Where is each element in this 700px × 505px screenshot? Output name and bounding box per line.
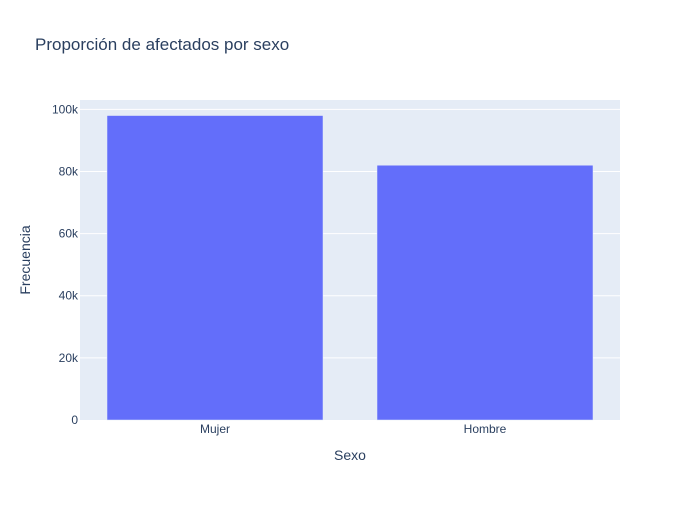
x-tick-label: Mujer bbox=[200, 422, 230, 436]
y-tick-label: 20k bbox=[59, 351, 79, 365]
y-tick-label: 60k bbox=[59, 227, 79, 241]
bar-mujer[interactable] bbox=[107, 116, 323, 420]
x-axis-title: Sexo bbox=[334, 447, 366, 463]
y-axis-ticks: 0 20k 40k 60k 80k 100k bbox=[52, 102, 79, 427]
y-axis-title: Frecuencia bbox=[17, 225, 33, 294]
x-tick-label: Hombre bbox=[464, 422, 507, 436]
y-tick-label: 80k bbox=[59, 164, 79, 178]
bar-hombre[interactable] bbox=[377, 165, 593, 420]
y-tick-label: 0 bbox=[71, 413, 78, 427]
chart-title: Proporción de afectados por sexo bbox=[35, 35, 289, 54]
y-tick-label: 40k bbox=[59, 289, 79, 303]
y-tick-label: 100k bbox=[52, 102, 79, 116]
x-axis-ticks: Mujer Hombre bbox=[200, 422, 507, 436]
